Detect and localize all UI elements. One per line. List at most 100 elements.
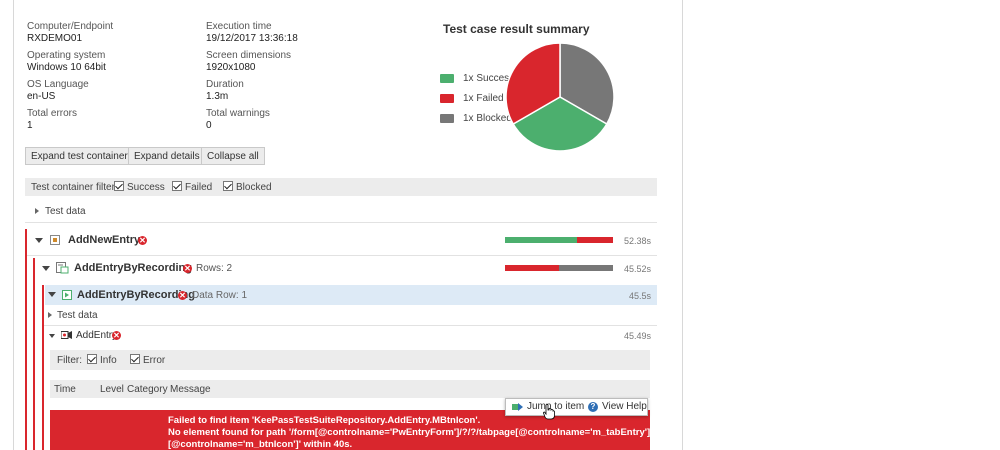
smart-folder-icon <box>56 262 69 274</box>
legend-success: 1x Success <box>440 73 514 85</box>
collapse-all-button[interactable]: Collapse all <box>201 147 265 165</box>
data-row-selected[interactable] <box>45 285 657 305</box>
pie-slice-blocked <box>559 42 615 126</box>
success-filter-label: Success <box>127 182 165 193</box>
collapse-add-new-entry-icon[interactable] <box>35 238 43 243</box>
data-row-duration: 45.5s <box>628 291 651 301</box>
total-errors-value: 1 <box>27 120 33 131</box>
legend-success-label: 1x Success <box>463 73 515 84</box>
os-label: Operating system <box>27 50 106 61</box>
screen-dimensions-value: 1920x1080 <box>206 62 256 73</box>
blocked-checkbox[interactable] <box>223 181 233 191</box>
log-filter-label: Filter: <box>57 355 82 366</box>
recording-icon <box>61 331 72 339</box>
error-checkbox[interactable] <box>130 354 140 364</box>
error-icon: ✕ <box>183 264 192 273</box>
computer-value: RXDEMO01 <box>27 33 83 44</box>
pie-slice-failed <box>505 42 561 126</box>
execution-time-label: Execution time <box>206 21 272 32</box>
computer-label: Computer/Endpoint <box>27 21 114 32</box>
test-data-label[interactable]: Test data <box>45 206 86 217</box>
filter-label: Test container filter: <box>31 182 118 193</box>
add-new-entry-result-bar <box>505 237 613 243</box>
log-table-header: Time Level Category Message <box>50 380 650 398</box>
error-message-line: Failed to find item 'KeePassTestSuiteRep… <box>168 415 481 426</box>
bar-segment-blocked <box>559 265 613 271</box>
add-entry-by-recording-name[interactable]: AddEntryByRecording <box>74 262 192 274</box>
log-filter-bar: Filter: Info Error <box>50 350 650 370</box>
expand-test-data-icon[interactable] <box>35 208 39 214</box>
failed-indicator <box>42 285 44 450</box>
jump-to-item-menu-item[interactable]: Jump to item <box>527 401 585 412</box>
help-icon: ? <box>588 402 598 412</box>
data-row-icon <box>62 290 72 300</box>
blocked-filter-label: Blocked <box>236 182 272 193</box>
time-column-header[interactable]: Time <box>54 384 76 395</box>
error-log-row[interactable]: Failed to find item 'KeePassTestSuiteRep… <box>50 410 682 450</box>
test-container-filter: Test container filter: Success Failed Bl… <box>25 178 657 196</box>
os-language-label: OS Language <box>27 79 89 90</box>
legend-success-swatch <box>440 73 454 83</box>
failed-filter-label: Failed <box>185 182 213 193</box>
message-column-header[interactable]: Message <box>170 384 211 395</box>
result-pie-chart <box>505 42 615 152</box>
execution-time-value: 19/12/2017 13:36:18 <box>206 33 298 44</box>
level-column-header[interactable]: Level <box>100 384 124 395</box>
total-errors-label: Total errors <box>27 108 78 119</box>
jump-to-item-icon <box>512 403 523 411</box>
data-row-name[interactable]: AddEntryByRecording <box>77 289 195 301</box>
failed-checkbox[interactable] <box>172 181 182 191</box>
add-new-entry-name[interactable]: AddNewEntry <box>68 234 141 246</box>
add-entry-duration: 45.49s <box>623 331 651 341</box>
collapse-add-entry-icon[interactable] <box>49 334 55 338</box>
duration-value: 1.3m <box>206 91 229 102</box>
os-value: Windows 10 64bit <box>27 62 106 73</box>
add-entry-by-recording-result-bar <box>505 265 613 271</box>
legend-blocked-swatch <box>440 113 454 123</box>
duration-label: Duration <box>206 79 244 90</box>
bar-segment-failed <box>577 237 613 243</box>
test-case-icon <box>50 235 60 245</box>
info-checkbox[interactable] <box>87 354 97 364</box>
legend-blocked: 1x Blocked <box>440 113 512 125</box>
context-menu: Jump to item ? View Help <box>505 398 648 416</box>
legend-failed-label: 1x Failed <box>463 93 504 104</box>
collapse-add-entry-by-recording-icon[interactable] <box>42 266 50 271</box>
divider <box>44 325 657 326</box>
expand-test-data-icon[interactable] <box>48 312 52 318</box>
summary-title: Test case result summary <box>443 22 590 36</box>
error-icon: ✕ <box>178 291 187 300</box>
legend-failed-swatch <box>440 93 454 103</box>
expand-test-containers-button[interactable]: Expand test containers <box>25 147 139 165</box>
rows-count: Rows: 2 <box>196 263 233 274</box>
view-help-menu-item[interactable]: View Help <box>602 401 647 412</box>
add-entry-by-recording-duration: 45.52s <box>623 264 651 274</box>
divider <box>25 222 657 223</box>
bar-segment-success <box>505 237 578 243</box>
pie-slice-success <box>512 96 608 152</box>
error-icon: ✕ <box>112 331 121 340</box>
divider <box>27 255 657 256</box>
category-column-header[interactable]: Category <box>127 384 168 395</box>
legend-blocked-label: 1x Blocked <box>463 113 512 124</box>
os-language-value: en-US <box>27 91 56 102</box>
test-data-label[interactable]: Test data <box>57 310 98 321</box>
success-checkbox[interactable] <box>114 181 124 191</box>
error-message-line: No element found for path '/form[@contro… <box>168 427 683 438</box>
info-filter-label: Info <box>100 355 117 366</box>
error-filter-label: Error <box>143 355 166 366</box>
screen-dimensions-label: Screen dimensions <box>206 50 292 61</box>
failed-indicator <box>33 258 35 450</box>
hand-cursor-icon <box>543 404 555 420</box>
add-new-entry-duration: 52.38s <box>623 236 651 246</box>
expand-details-button[interactable]: Expand details <box>128 147 206 165</box>
legend-failed: 1x Failed <box>440 93 504 105</box>
bar-segment-failed <box>505 265 559 271</box>
total-warnings-label: Total warnings <box>206 108 270 119</box>
data-row-label: Data Row: 1 <box>192 290 248 301</box>
collapse-data-row-icon[interactable] <box>48 292 56 297</box>
error-icon: ✕ <box>138 236 147 245</box>
failed-indicator <box>25 229 27 450</box>
add-entry-name[interactable]: AddEntry <box>76 330 118 341</box>
error-message-line: [@controlname='m_btnIcon']' within 40s. <box>168 439 353 450</box>
